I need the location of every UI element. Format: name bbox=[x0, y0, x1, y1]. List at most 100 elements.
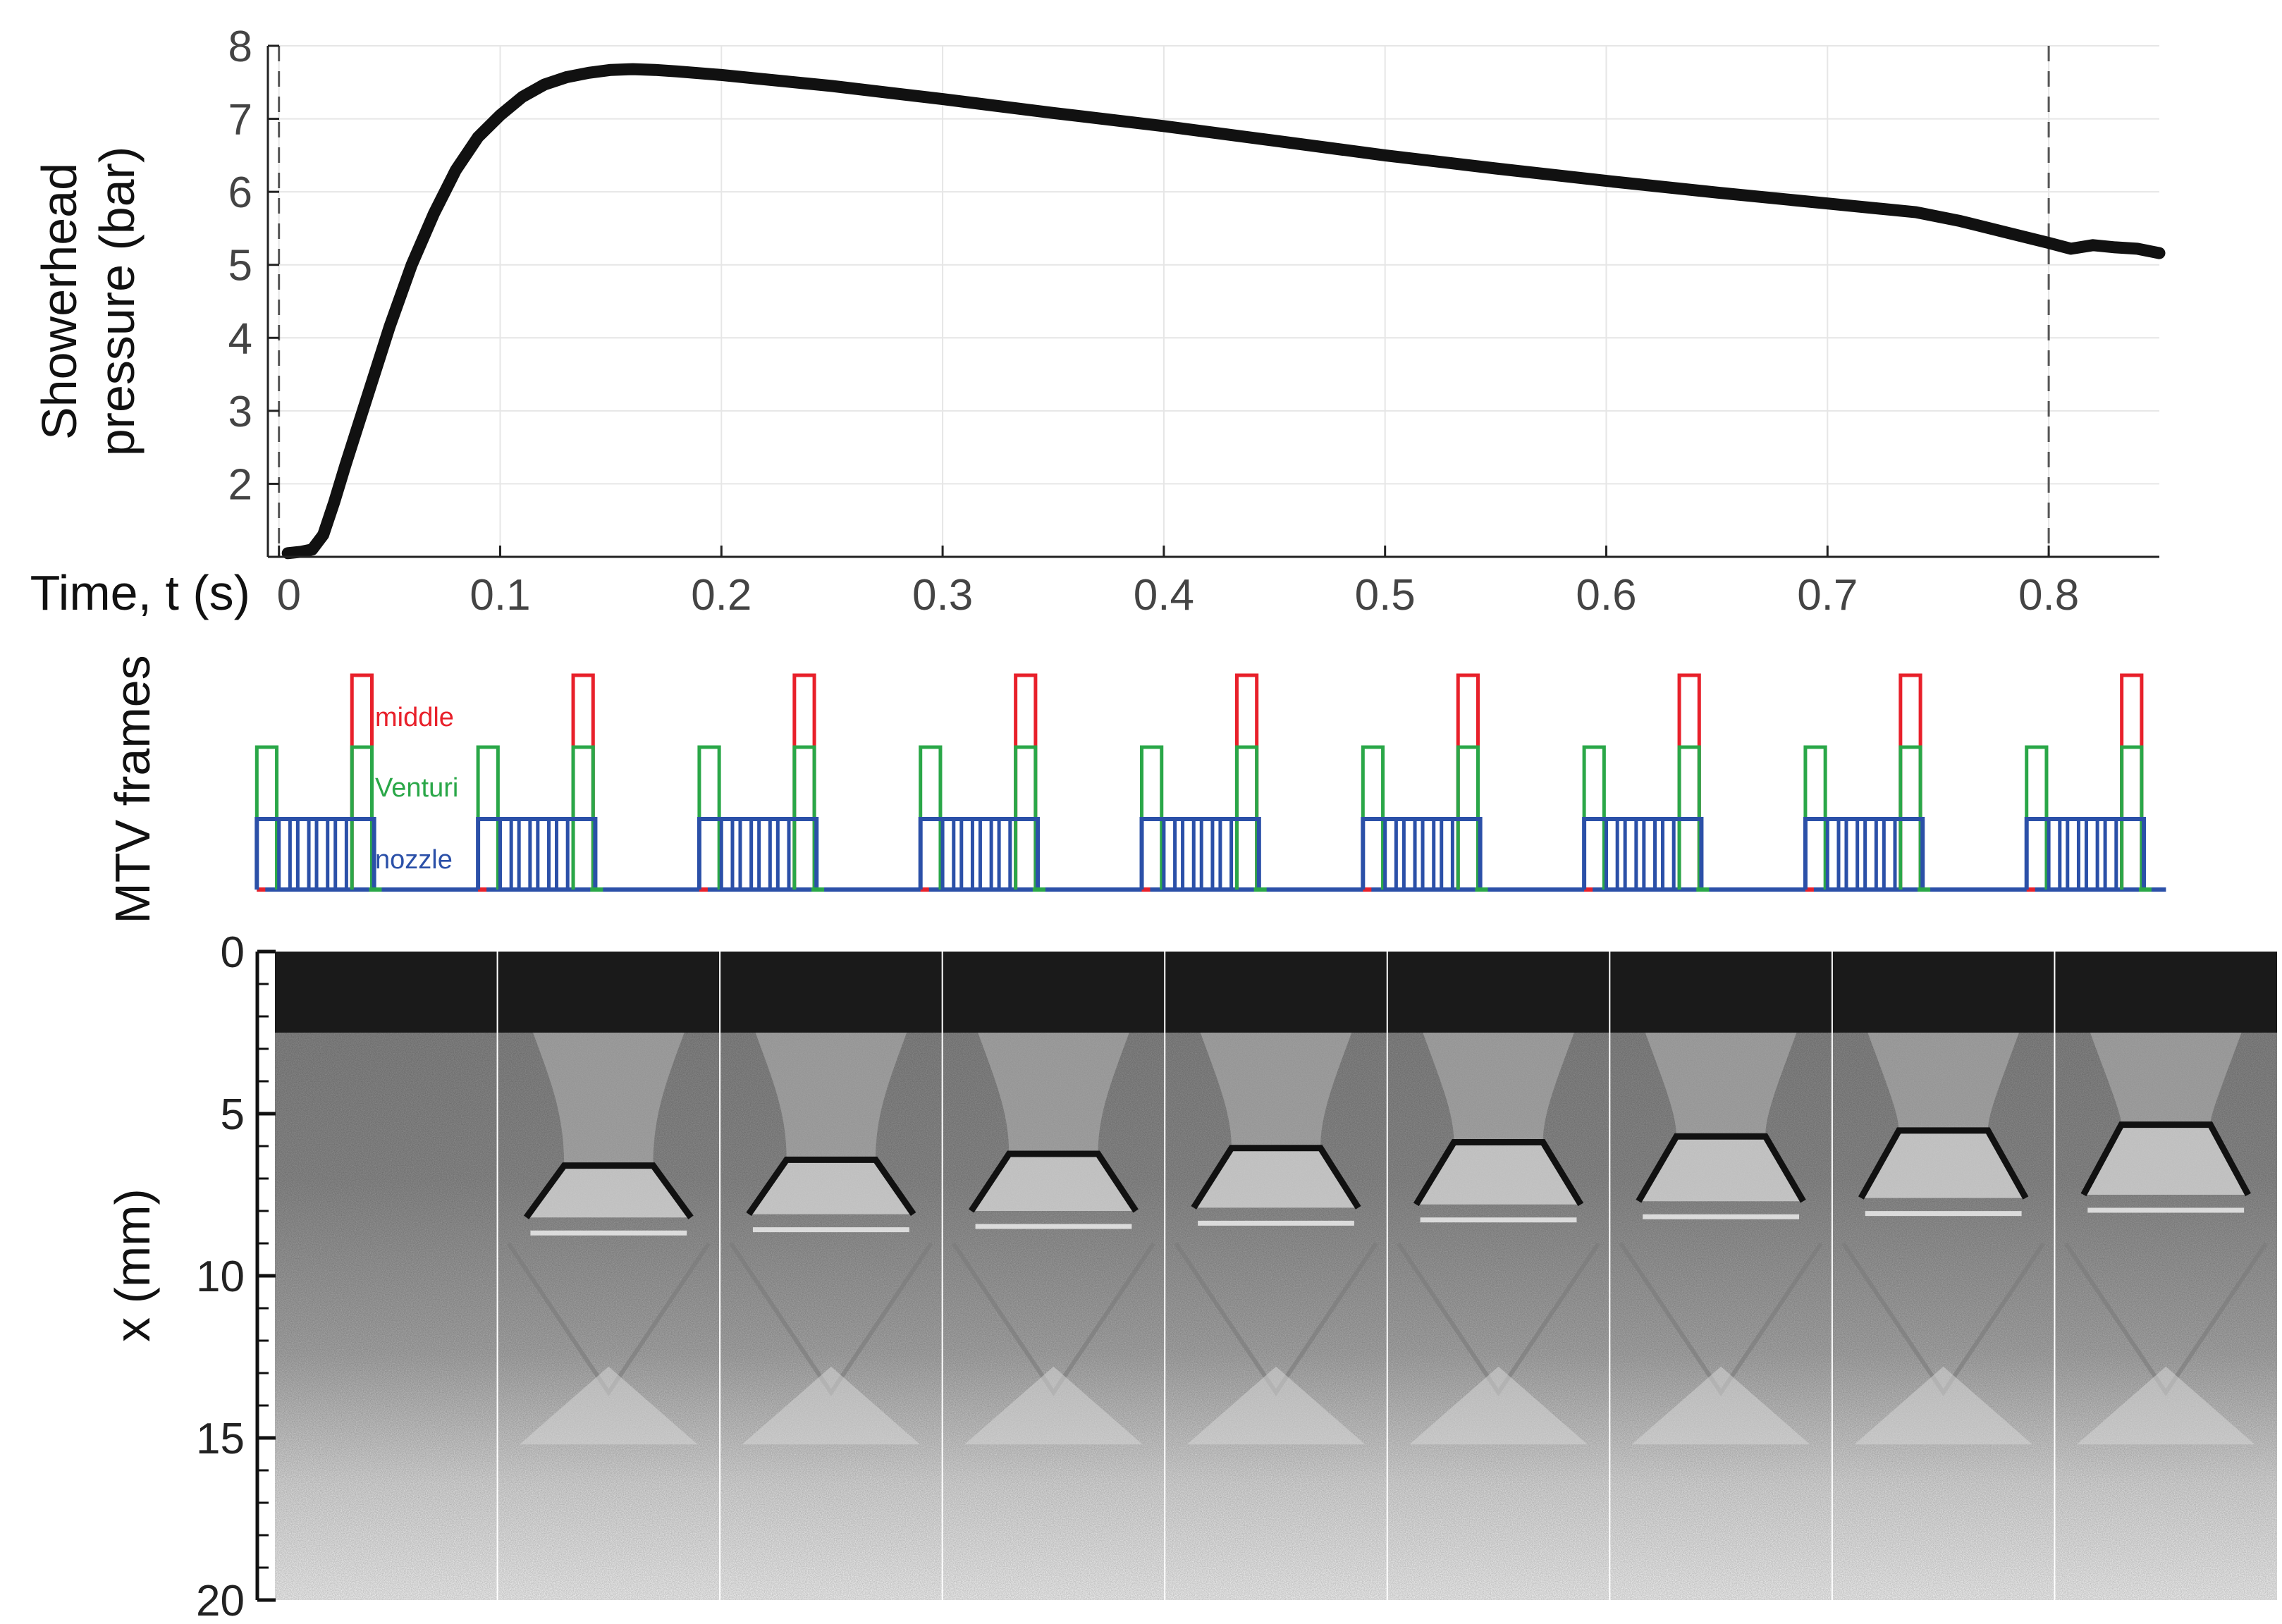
x-mm-axis: 0 5 10 15 20 bbox=[196, 928, 276, 1624]
nozzle-pulse-7-2 bbox=[1863, 819, 1878, 892]
shock-wedge-7 bbox=[1860, 1130, 2026, 1198]
shock-front-6 bbox=[1636, 1133, 1806, 1203]
x-mm-ylabel: x (mm) bbox=[105, 1188, 160, 1342]
nozzle-pulse-4-3 bbox=[1218, 819, 1234, 892]
image-frame-1 bbox=[496, 952, 720, 1600]
nozzle-pulse-8-1 bbox=[2066, 819, 2080, 892]
middle-pulse-6 bbox=[1677, 673, 1701, 890]
nozzle-pulse-2-1 bbox=[738, 819, 754, 892]
frame-cycle-2 bbox=[697, 673, 825, 892]
shock-wedge-2 bbox=[749, 1159, 914, 1214]
nozzle-pulse-2-3 bbox=[775, 819, 791, 892]
pressure-ylabel-line1: Showerhead bbox=[32, 163, 87, 440]
y-tick-label-2: 4 bbox=[228, 314, 252, 363]
y-tick-label-0: 2 bbox=[228, 460, 252, 509]
nozzle-pulse-5-1 bbox=[1401, 819, 1417, 892]
lower-wedge-6 bbox=[1631, 1366, 1810, 1445]
y-tick-label-4: 6 bbox=[228, 168, 252, 217]
middle-pulse-7 bbox=[1898, 673, 1922, 890]
nozzle-pulse-3-2 bbox=[978, 819, 993, 892]
y-tick-label-1: 3 bbox=[228, 388, 252, 436]
image-frames bbox=[275, 952, 2277, 1600]
nozzle-pulse-7-3 bbox=[1882, 819, 1897, 892]
label-middle: middle bbox=[375, 703, 454, 732]
image-frame-0 bbox=[275, 952, 498, 1600]
image-frame-5 bbox=[1386, 952, 1610, 1600]
middle-pulse-2 bbox=[792, 673, 816, 890]
mtv-ylabel: MTV frames bbox=[105, 655, 160, 923]
pressure-chart: 0 0.1 0.2 0.3 0.4 0.5 0.6 0.7 0.8 2 3 4 5 6 7 8 Shower… bbox=[30, 23, 2166, 620]
nozzle-pulse-7-0 bbox=[1825, 819, 1841, 892]
lower-wedge-7 bbox=[1854, 1366, 2032, 1445]
shock-front-4 bbox=[1191, 1145, 1361, 1210]
lower-wedge-4 bbox=[1186, 1366, 1366, 1445]
image-sequence: 0 5 10 15 20 x (mm) bbox=[105, 928, 2277, 1624]
nozzle-region-2 bbox=[755, 1033, 907, 1160]
nozzle-pulse-2-0 bbox=[719, 819, 735, 892]
nozzle-pulse-8-0 bbox=[2047, 819, 2062, 892]
middle-pulse-4 bbox=[1234, 673, 1259, 890]
pressure-xlabel: Time, t (s) bbox=[30, 565, 250, 620]
frame-cycle-6 bbox=[1582, 673, 1710, 892]
frame-cycle-0 bbox=[254, 673, 382, 892]
pressure-ylabel-line2: pressure (bar) bbox=[90, 147, 145, 457]
pressure-series-line bbox=[281, 63, 2166, 560]
x-mm-tick-label-4: 20 bbox=[196, 1577, 245, 1624]
nozzle-pulse-6-2 bbox=[1642, 819, 1657, 892]
middle-pulse-1 bbox=[571, 673, 595, 890]
mtv-frame-traces bbox=[254, 673, 2166, 892]
nozzle-pulse-1-2 bbox=[536, 819, 551, 892]
x-mm-tick-label-0: 0 bbox=[221, 928, 245, 977]
nozzle-region-6 bbox=[1645, 1033, 1797, 1137]
middle-pulse-3 bbox=[1014, 673, 1038, 890]
frame-dark-top-8 bbox=[2054, 952, 2277, 1033]
image-frame-6 bbox=[1609, 952, 1832, 1600]
x-tick-label-5: 0.5 bbox=[1355, 571, 1416, 620]
nozzle-pulse-7-1 bbox=[1844, 819, 1860, 892]
x-mm-tick-label-3: 15 bbox=[196, 1415, 245, 1463]
frame-dark-top-1 bbox=[497, 952, 720, 1033]
shock-front-7 bbox=[1858, 1127, 2029, 1200]
x-tick-label-7: 0.7 bbox=[1797, 571, 1858, 620]
nozzle-pulse-6-3 bbox=[1661, 819, 1676, 892]
frame-dark-top-6 bbox=[1609, 952, 1832, 1033]
nozzle-pulse-4-0 bbox=[1162, 819, 1177, 892]
shock-wedge-8 bbox=[2083, 1124, 2248, 1195]
frame-cycle-1 bbox=[476, 673, 603, 892]
nozzle-pulse-0-1 bbox=[295, 819, 311, 892]
shock-front-3 bbox=[968, 1150, 1139, 1213]
shock-wedge-6 bbox=[1638, 1136, 1803, 1202]
frame-cycle-7 bbox=[1803, 673, 1931, 892]
nozzle-region-4 bbox=[1200, 1033, 1352, 1148]
frame-cycle-4 bbox=[1139, 673, 1267, 892]
x-tick-label-3: 0.3 bbox=[912, 571, 973, 620]
lower-wedge-5 bbox=[1409, 1366, 1588, 1445]
nozzle-pulse-4-2 bbox=[1199, 819, 1215, 892]
nozzle-pulse-3-3 bbox=[997, 819, 1012, 892]
x-tick-label-0: 0 bbox=[276, 571, 300, 620]
nozzle-pulse-1-1 bbox=[517, 819, 532, 892]
x-tick-label-4: 0.4 bbox=[1134, 571, 1194, 620]
pressure-grid bbox=[268, 45, 2159, 557]
middle-pulse-8 bbox=[2120, 673, 2144, 890]
nozzle-pulse-0-2 bbox=[314, 819, 330, 892]
frame-cycle-8 bbox=[2024, 673, 2152, 892]
nozzle-region-1 bbox=[533, 1033, 685, 1166]
image-frame-7 bbox=[1831, 952, 2055, 1600]
nozzle-pulse-3-1 bbox=[959, 819, 974, 892]
frame-dark-top-5 bbox=[1387, 952, 1610, 1033]
nozzle-region-3 bbox=[978, 1033, 1129, 1155]
mtv-frames-chart: MTV frames middle Venturi nozzle bbox=[105, 655, 2166, 924]
nozzle-pulse-3-0 bbox=[940, 819, 956, 892]
pressure-axes bbox=[266, 46, 2159, 558]
x-tick-label-6: 0.6 bbox=[1576, 571, 1636, 620]
middle-pulse-5 bbox=[1456, 673, 1480, 890]
shock-front-5 bbox=[1413, 1138, 1584, 1207]
x-tick-label-2: 0.2 bbox=[691, 571, 752, 620]
label-venturi: Venturi bbox=[375, 773, 458, 803]
y-tick-label-5: 7 bbox=[228, 96, 252, 144]
nozzle-pulse-0-3 bbox=[333, 819, 348, 892]
label-nozzle: nozzle bbox=[375, 845, 453, 875]
nozzle-pulse-6-0 bbox=[1605, 819, 1619, 892]
nozzle-pulse-2-2 bbox=[757, 819, 772, 892]
